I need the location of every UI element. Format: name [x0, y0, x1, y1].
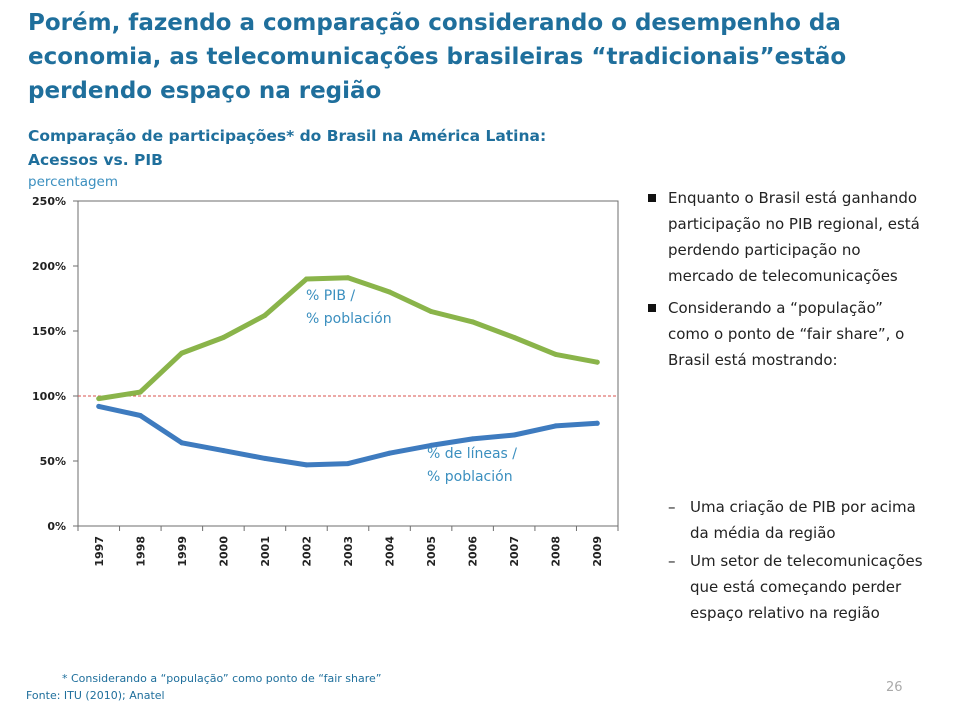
plot-frame: [77, 200, 619, 527]
series-label: % PIB /: [306, 288, 355, 304]
x-tick-label: 1999: [176, 536, 189, 567]
series-2-point: [553, 423, 559, 429]
sub-bullet-item: – Uma criação de PIB por acima da média …: [668, 494, 928, 546]
series-1-point: [137, 389, 143, 395]
x-tick-label: 2001: [259, 536, 272, 567]
x-tick-label: 2002: [300, 536, 313, 567]
x-tick-label: 2007: [508, 536, 521, 567]
x-tick-label: 2005: [425, 536, 438, 567]
y-tick-label: 0%: [47, 520, 66, 533]
slide-title: Porém, fazendo a comparação considerando…: [28, 10, 847, 104]
series-line-2: [96, 403, 600, 468]
chart-subtitle-line1: Comparação de participações* do Brasil n…: [28, 127, 547, 145]
series-1-point: [511, 335, 517, 340]
series-2-point: [262, 455, 268, 461]
sub-bullet-item: – Um setor de telecomunicações que está …: [668, 548, 928, 626]
series-2-point: [137, 413, 143, 418]
series-label: % población: [306, 311, 392, 327]
dash-bullet-icon: –: [668, 498, 676, 516]
x-tick-label: 2008: [550, 536, 563, 567]
series-2-point: [345, 461, 351, 467]
chart-subtitle: Comparação de participações* do Brasil n…: [28, 124, 546, 172]
x-tick-label: 1998: [134, 536, 147, 567]
bullet-text: Enquanto o Brasil está ganhando particip…: [668, 189, 920, 285]
source-note: Fonte: ITU (2010); Anatel: [26, 689, 165, 702]
series-2-point: [470, 436, 476, 442]
series-1-point: [220, 335, 226, 340]
chart-subtitle-line2: Acessos vs. PIB: [28, 151, 163, 169]
square-bullet-icon: [648, 304, 656, 312]
line-chart: 0% 50% 100% 150% 200% 250% 1997 1998 1999 2000 200…: [32, 195, 619, 567]
series-label: % población: [427, 469, 513, 485]
page-number: 26: [886, 680, 903, 695]
series-1-point: [553, 351, 559, 357]
y-tick-label: 250%: [32, 195, 66, 208]
unit-label: percentagem: [28, 174, 119, 190]
bullet-list: Enquanto o Brasil está ganhando particip…: [644, 185, 924, 379]
y-tick-label: 150%: [32, 325, 66, 338]
y-tick-label: 50%: [40, 455, 66, 468]
series-1-point: [345, 275, 351, 281]
series-1-point: [594, 359, 600, 365]
sub-bullet-text: Um setor de telecomunicações que está co…: [690, 552, 923, 622]
series-2-point: [511, 432, 517, 438]
series-2-point: [387, 450, 393, 456]
bullet-item: Considerando a “população” como o ponto …: [644, 295, 924, 373]
series-1-point: [428, 309, 434, 314]
series-2-point: [96, 403, 102, 409]
series-2-point: [220, 448, 226, 454]
bullet-text: Considerando a “população” como o ponto …: [668, 299, 905, 369]
series-1-point: [96, 396, 102, 402]
series-2-point: [179, 440, 185, 446]
series-2-point: [428, 442, 434, 448]
sub-bullet-text: Uma criação de PIB por acima da média da…: [690, 498, 916, 542]
square-bullet-icon: [648, 194, 656, 202]
y-tick-label: 100%: [32, 390, 66, 403]
footnote: * Considerando a “população” como ponto …: [62, 672, 382, 685]
series-1-point: [387, 289, 393, 295]
series-label: % de líneas /: [427, 446, 517, 462]
x-tick-label: 2009: [591, 536, 604, 567]
series-1-point: [303, 276, 309, 282]
x-tick-label: 2006: [467, 536, 480, 567]
series-2-point: [303, 462, 309, 468]
series-1-point: [262, 312, 268, 318]
x-tick-label: 1997: [93, 536, 106, 567]
bullet-item: Enquanto o Brasil está ganhando particip…: [644, 185, 924, 289]
x-tick-label: 2004: [384, 536, 397, 567]
series-1-point: [470, 319, 476, 325]
x-tick-label: 2003: [342, 536, 355, 567]
series-1-point: [179, 350, 185, 356]
y-tick-label: 200%: [32, 260, 66, 273]
x-tick-label: 2000: [217, 536, 230, 567]
series-2-point: [594, 420, 600, 426]
sub-bullet-list: – Uma criação de PIB por acima da média …: [668, 494, 928, 628]
dash-bullet-icon: –: [668, 552, 676, 570]
